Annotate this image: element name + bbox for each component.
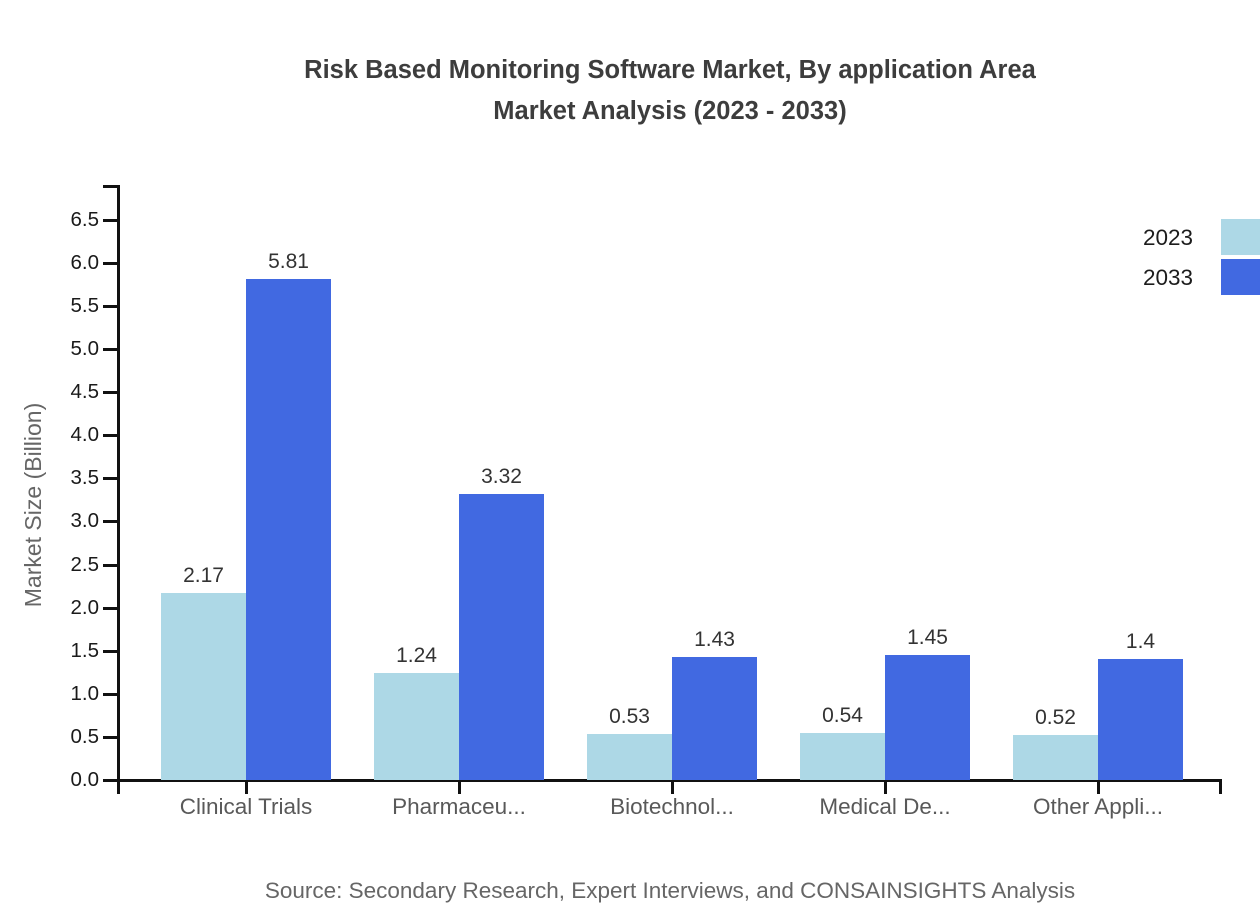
x-tick-label-clinical-trials: Clinical Trials (179, 794, 313, 819)
y-tick-label-2.5: 2.5 (70, 552, 100, 576)
bar-value-2033-other-appli: 1.4 (1125, 630, 1156, 654)
bar-2023-biotechnol (587, 734, 672, 780)
y-tick-label-0.0: 0.0 (70, 768, 100, 791)
y-tick-4.5 (103, 391, 117, 395)
legend-label-2033: 2033 (1142, 265, 1193, 290)
chart-title-line1: Risk Based Monitoring Software Market, B… (304, 56, 1036, 84)
bar-value-2033-pharmaceu: 3.32 (481, 464, 522, 488)
y-tick-label-4.0: 4.0 (70, 423, 100, 447)
x-tick-medical-de (884, 781, 887, 794)
y-tick-label-3.0: 3.0 (70, 509, 100, 533)
y-tick-4.0 (103, 434, 117, 438)
x-axis-end-tick (1219, 781, 1222, 794)
y-tick-label-6.5: 6.5 (70, 207, 100, 231)
y-tick-6.5 (103, 218, 117, 222)
y-tick-1.5 (103, 649, 117, 653)
y-tick-2.5 (103, 563, 117, 567)
bar-value-2023-clinical-trials: 2.17 (183, 563, 224, 587)
y-tick-label-0.5: 0.5 (70, 724, 100, 748)
bar-value-2023-other-appli: 0.52 (1035, 706, 1076, 730)
chart-title: Risk Based Monitoring Software Market, B… (80, 50, 1260, 132)
y-tick-label-3.5: 3.5 (70, 466, 100, 490)
bar-2033-other-appli (1098, 659, 1183, 780)
chart-title-line2: Market Analysis (2023 - 2033) (493, 97, 847, 125)
x-tick-clinical-trials (245, 781, 248, 794)
y-tick-5.5 (103, 304, 117, 308)
x-tick-label-pharmaceu: Pharmaceu... (392, 794, 526, 819)
bar-2023-clinical-trials (161, 592, 246, 780)
y-tick-label-2.0: 2.0 (70, 595, 100, 619)
y-axis-line (117, 185, 120, 794)
y-axis-top-cap (103, 185, 117, 188)
bar-value-2023-biotechnol: 0.53 (609, 705, 650, 729)
x-tick-pharmaceu (458, 781, 461, 794)
x-tick-other-appli (1097, 781, 1100, 794)
legend-swatch-2033 (1221, 259, 1260, 295)
y-tick-6.0 (103, 261, 117, 265)
source-note: Source: Secondary Research, Expert Inter… (264, 878, 1076, 903)
y-tick-3.5 (103, 477, 117, 481)
bar-2023-medical-de (800, 733, 885, 780)
bar-value-2033-biotechnol: 1.43 (694, 627, 735, 651)
legend-label-2023: 2023 (1142, 225, 1193, 250)
bar-value-2023-pharmaceu: 1.24 (396, 644, 437, 668)
x-tick-label-other-appli: Other Appli... (1032, 794, 1164, 819)
x-tick-label-biotechnol: Biotechnol... (610, 794, 734, 819)
bar-2033-clinical-trials (246, 279, 331, 780)
bar-2033-medical-de (885, 655, 970, 780)
legend-swatch-2023 (1221, 219, 1260, 255)
y-tick-label-5.5: 5.5 (70, 293, 100, 317)
y-tick-label-6.0: 6.0 (70, 250, 100, 274)
bar-2023-other-appli (1013, 735, 1098, 780)
y-tick-label-1.0: 1.0 (70, 681, 100, 705)
y-tick-5.0 (103, 348, 117, 351)
y-tick-0.0 (103, 779, 117, 782)
bar-2033-biotechnol (672, 656, 757, 780)
y-tick-0.5 (103, 735, 117, 739)
bar-value-2023-medical-de: 0.54 (822, 704, 863, 728)
bar-value-2033-clinical-trials: 5.81 (268, 250, 309, 274)
y-tick-1.0 (103, 692, 117, 696)
bar-2033-pharmaceu (459, 493, 544, 780)
y-tick-label-4.5: 4.5 (70, 380, 100, 404)
y-tick-label-5.0: 5.0 (70, 337, 100, 360)
y-tick-label-1.5: 1.5 (70, 638, 100, 662)
x-axis-line (117, 779, 1222, 782)
y-tick-2.0 (103, 606, 117, 610)
bar-value-2033-medical-de: 1.45 (907, 626, 948, 649)
x-tick-label-medical-de: Medical De... (819, 794, 951, 819)
y-tick-3.0 (103, 520, 117, 524)
bar-2023-pharmaceu (374, 673, 459, 780)
x-tick-biotechnol (671, 781, 674, 794)
